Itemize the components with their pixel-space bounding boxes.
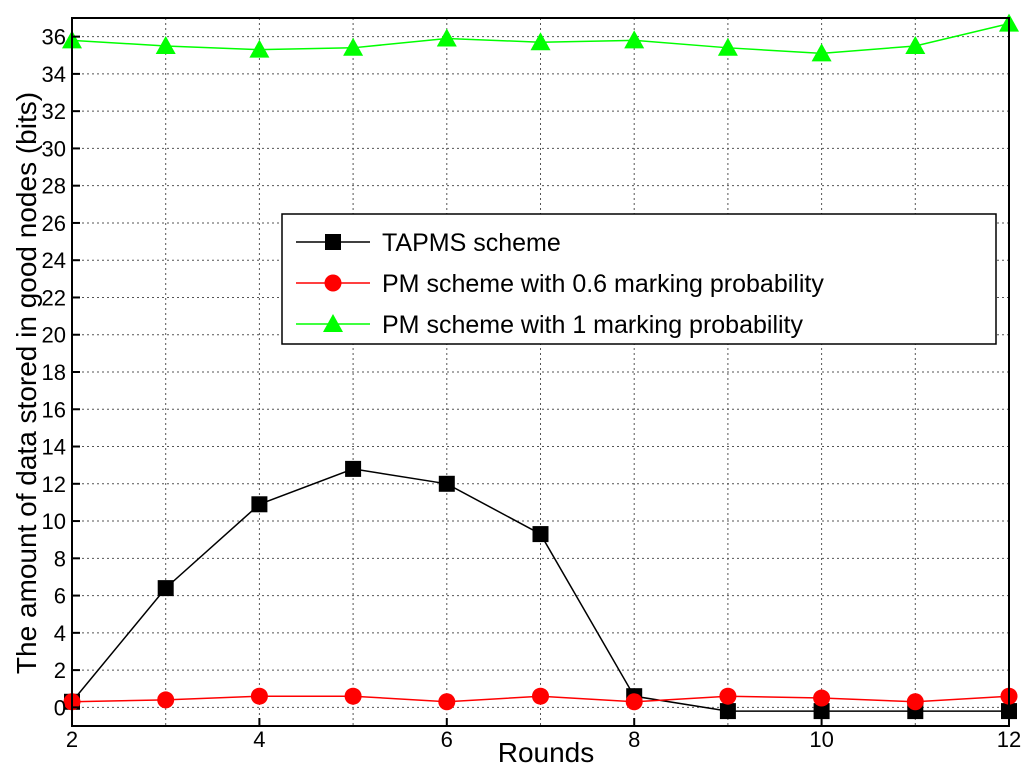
y-tick-label: 24 — [42, 248, 66, 273]
y-tick-label: 6 — [54, 584, 66, 609]
y-tick-label: 18 — [42, 360, 66, 385]
legend-item: PM scheme with 0.6 marking probability — [296, 270, 824, 298]
legend-marker-circle — [324, 274, 342, 292]
data-point-square — [157, 580, 174, 597]
data-point-circle — [157, 691, 175, 709]
data-point-triangle — [249, 39, 270, 58]
data-point-circle — [906, 693, 924, 711]
data-point-square — [438, 475, 455, 492]
data-point-triangle — [624, 30, 645, 49]
legend-label: PM scheme with 1 marking probability — [382, 311, 803, 339]
series-circle — [63, 687, 1018, 711]
x-tick-label: 10 — [809, 727, 833, 752]
y-tick-label: 14 — [42, 435, 66, 460]
data-point-circle — [250, 687, 268, 705]
data-point-circle — [344, 687, 362, 705]
x-tick-label: 8 — [628, 727, 640, 752]
x-tick-label: 6 — [441, 727, 453, 752]
legend-item: TAPMS scheme — [296, 229, 561, 257]
data-point-triangle — [436, 28, 457, 47]
legend: TAPMS scheme PM scheme with 0.6 marking p… — [281, 213, 997, 345]
y-tick-label: 36 — [42, 25, 66, 50]
data-point-square — [251, 496, 268, 513]
axis-ticks: 2 4 6 8 10 1202468101214161820222426283032343… — [42, 25, 1022, 752]
y-tick-label: 2 — [54, 658, 66, 683]
y-tick-label: 22 — [42, 285, 66, 310]
x-axis-title: Rounds — [498, 737, 595, 768]
x-tick-label: 2 — [66, 727, 78, 752]
y-tick-label: 0 — [54, 695, 66, 720]
data-point-circle — [625, 693, 643, 711]
data-point-circle — [719, 687, 737, 705]
data-point-triangle — [905, 35, 926, 54]
legend-marker-square — [325, 234, 341, 250]
y-tick-label: 4 — [54, 621, 66, 646]
y-tick-label: 32 — [42, 99, 66, 124]
series-triangle — [62, 13, 1019, 62]
legend-item: PM scheme with 1 marking probability — [296, 311, 803, 339]
data-point-circle — [438, 693, 456, 711]
data-point-triangle — [343, 37, 364, 56]
data-point-square — [345, 460, 362, 477]
y-tick-label: 34 — [42, 62, 66, 87]
y-axis-title: The amount of data stored in good nodes … — [11, 92, 42, 674]
series-group — [62, 13, 1019, 720]
data-point-square — [719, 703, 736, 720]
y-tick-label: 26 — [42, 211, 66, 236]
y-tick-label: 20 — [42, 323, 66, 348]
data-point-square — [532, 526, 549, 543]
legend-label: PM scheme with 0.6 marking probability — [382, 270, 824, 298]
data-point-square — [813, 703, 830, 720]
x-tick-label: 4 — [253, 727, 265, 752]
data-point-triangle — [530, 32, 551, 51]
data-point-circle — [532, 687, 549, 705]
legend-marker-triangle — [323, 314, 343, 332]
y-tick-label: 10 — [42, 509, 66, 534]
data-point-triangle — [811, 43, 832, 62]
y-tick-label: 30 — [42, 136, 66, 161]
y-tick-label: 12 — [42, 472, 66, 497]
y-tick-label: 16 — [42, 397, 66, 422]
data-point-circle — [813, 689, 831, 707]
y-tick-label: 8 — [54, 546, 66, 571]
y-tick-label: 28 — [42, 174, 66, 199]
data-point-triangle — [717, 37, 738, 56]
legend-box — [281, 213, 997, 345]
x-tick-label: 12 — [997, 727, 1021, 752]
legend-label: TAPMS scheme — [382, 229, 561, 257]
data-point-triangle — [155, 35, 176, 54]
